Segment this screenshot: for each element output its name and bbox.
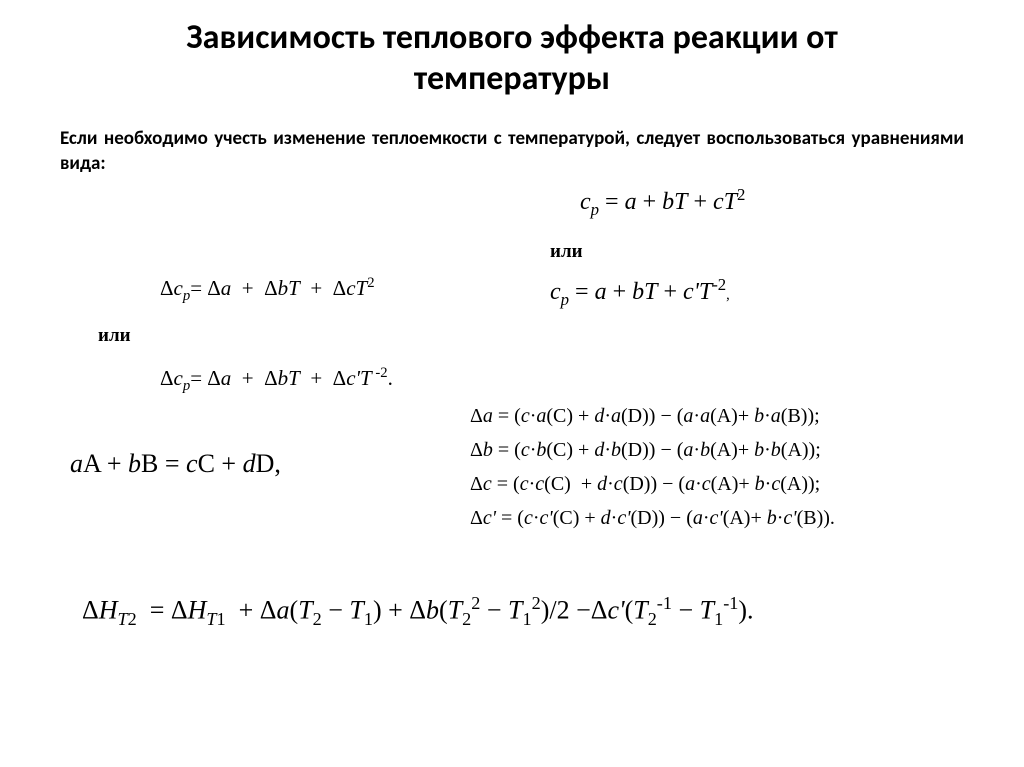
equation-delta-cp-2: Δcp= Δa + ΔbT + Δc'T -2. — [160, 365, 393, 395]
equation-reaction: aA + bB = cC + dD, — [70, 449, 281, 479]
intro-text: Если необходимо учесть изменение теплоем… — [60, 126, 964, 177]
equation-enthalpy-final: ΔHT2 = ΔHT1 + Δa(T2 − T1) + Δb(T22 − T12… — [82, 593, 754, 630]
equation-delta-cp-1: Δcp= Δa + ΔbT + ΔcT2 — [160, 275, 375, 305]
delta-cprime-def: Δc' = (c·c'(C) + d·c'(D)) − (a·c'(A)+ b·… — [470, 501, 835, 535]
row-reaction-deltas: aA + bB = cC + dD, Δa = (c·a(C) + d·a(D)… — [60, 395, 964, 545]
equation-cp-poly2: cp = a + bT + c'T-2, — [550, 275, 730, 310]
row-cp2: Δcp= Δa + ΔbT + ΔcT2 cp = a + bT + c'T-2… — [60, 245, 964, 315]
delta-definitions: Δa = (c·a(C) + d·a(D)) − (a·a(A)+ b·a(B)… — [470, 399, 835, 535]
delta-a-def: Δa = (c·a(C) + d·a(D)) − (a·a(A)+ b·a(B)… — [470, 399, 835, 433]
title-line-2: температуры — [414, 58, 610, 99]
slide-title: Зависимость теплового эффекта реакции от… — [60, 18, 964, 100]
title-line-1: Зависимость теплового эффекта реакции от — [186, 17, 837, 58]
equation-cp-poly1: cp = a + bT + cT2 — [580, 185, 745, 220]
row-final: ΔHT2 = ΔHT1 + Δa(T2 − T1) + Δb(T22 − T12… — [60, 545, 964, 645]
row-cp1: cp = a + bT + cT2 или — [60, 185, 964, 245]
delta-c-def: Δc = (c·c(C) + d·c(D)) − (a·c(A)+ b·c(A)… — [470, 467, 835, 501]
delta-b-def: Δb = (c·b(C) + d·b(D)) − (a·b(A)+ b·b(A)… — [470, 433, 835, 467]
row-dcp2: Δcp= Δa + ΔbT + Δc'T -2. — [60, 315, 964, 395]
